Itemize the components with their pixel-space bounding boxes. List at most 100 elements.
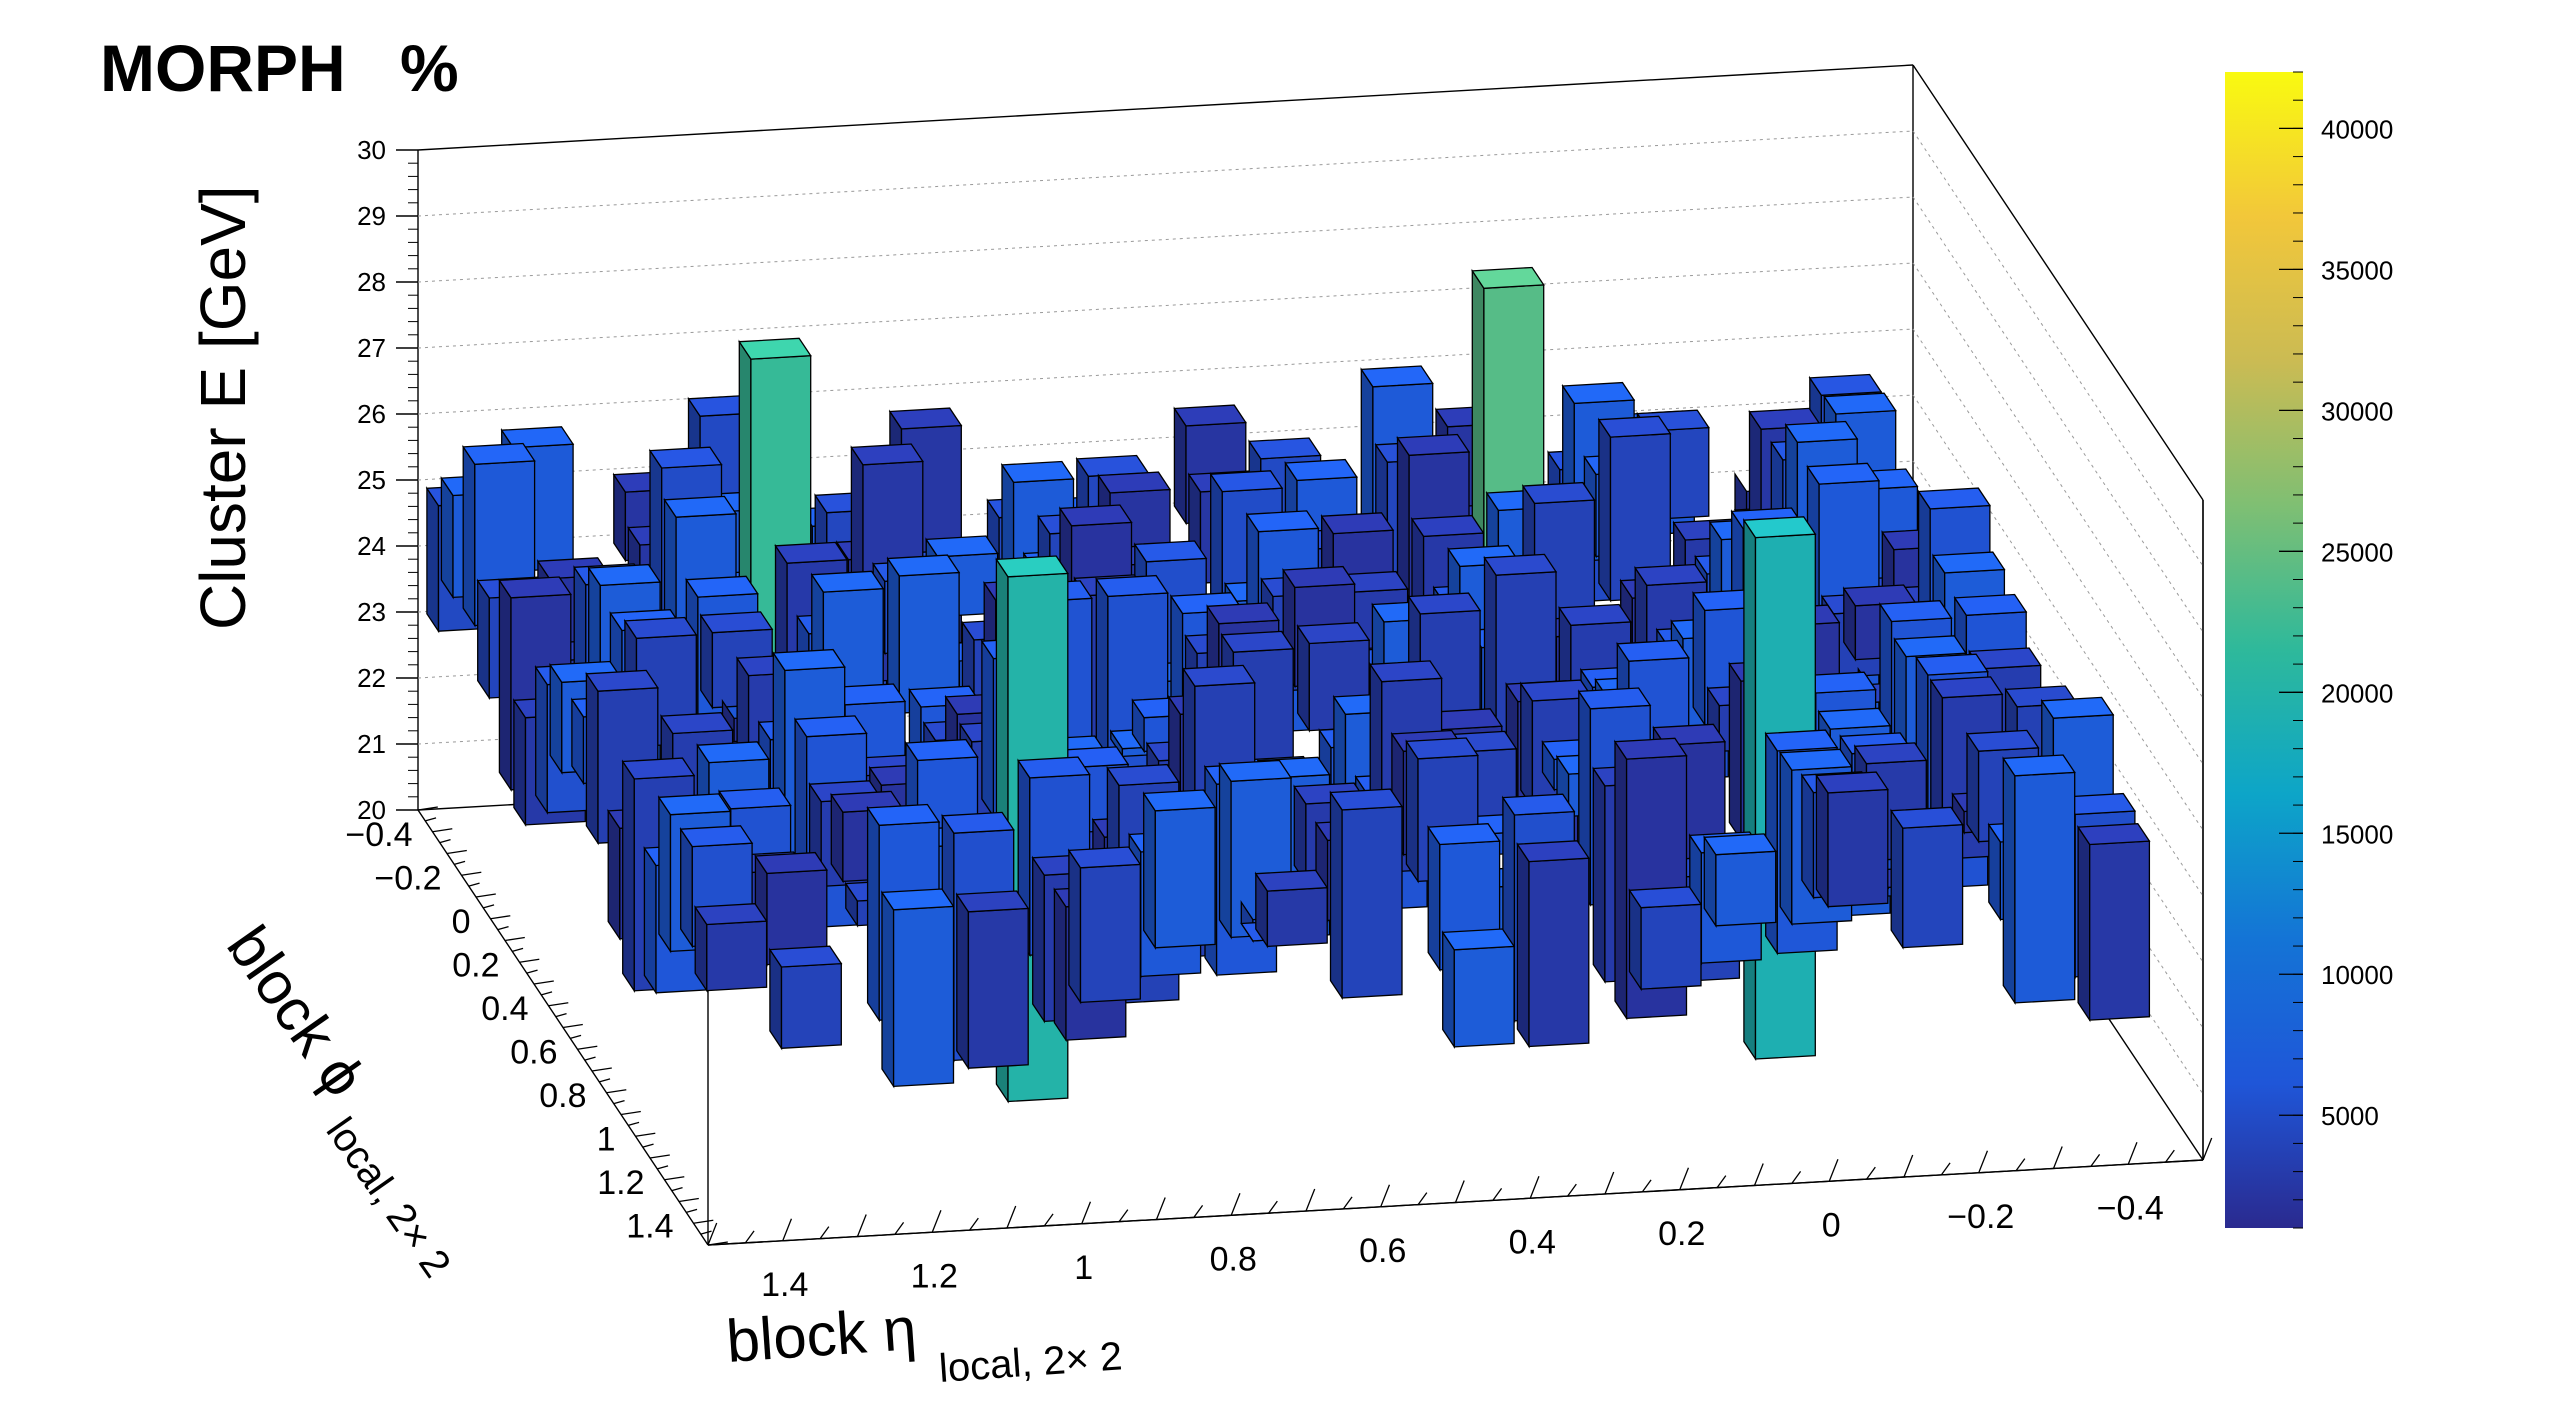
bar-side-face (1442, 930, 1455, 1050)
bar-side-face (1592, 766, 1606, 985)
bar-top-face (1501, 793, 1576, 816)
lego-bar (955, 890, 1030, 1071)
x-tick-label: −0.2 (1947, 1198, 2014, 1236)
bar-front-face (1453, 945, 1515, 1048)
bar-top-face (1209, 470, 1284, 493)
bar-top-face (1521, 481, 1596, 505)
bar-top-face (1815, 771, 1889, 794)
bar-front-face (2014, 771, 2076, 1004)
bar-top-face (1142, 789, 1217, 812)
lego-bar (694, 903, 768, 993)
bar-top-face (2040, 696, 2115, 719)
bar-top-face (1248, 437, 1322, 460)
bar-top-face (1742, 516, 1817, 539)
bar-top-face (1058, 504, 1133, 527)
x-axis-label-main: block η (724, 1295, 918, 1375)
bar-front-face (1640, 903, 1702, 990)
bar-side-face (1815, 773, 1829, 909)
lego-bar (768, 945, 843, 1051)
color-scale-tick-label: 40000 (2321, 114, 2393, 144)
bar-side-face (1743, 518, 1757, 1062)
z-tick-label: 29 (357, 201, 386, 231)
bar-top-face (1106, 763, 1180, 787)
bar-top-face (904, 738, 979, 762)
bar-top-face (768, 945, 843, 968)
bar-top-face (1427, 823, 1501, 846)
lego-bar (886, 554, 961, 716)
bar-front-face (1079, 863, 1141, 1004)
bar-side-face (585, 671, 599, 846)
y-axis-label-subscript: local, 2× 2 (318, 1110, 459, 1286)
lego-bar (1815, 771, 1889, 909)
bar-top-face (498, 576, 572, 599)
z-tick-label: 22 (357, 663, 386, 693)
y-tick-label: 1 (597, 1120, 616, 1158)
bar-top-face (2002, 754, 2076, 777)
bar-side-face (535, 665, 548, 815)
bar-top-face (1000, 460, 1075, 483)
bar-side-face (1520, 681, 1534, 810)
bar-top-face (1282, 565, 1356, 589)
z-tick-label: 21 (357, 729, 386, 759)
bar-top-face (793, 715, 868, 738)
z-tick-label: 27 (357, 333, 386, 363)
bar-top-face (810, 570, 885, 593)
bar-side-face (643, 845, 657, 995)
x-tick-label: 0.4 (1509, 1223, 1556, 1261)
bar-top-face (880, 888, 955, 911)
y-tick-label: −0.4 (345, 816, 412, 854)
color-scale-gradient (2225, 72, 2303, 1228)
bar-top-face (1396, 433, 1471, 456)
bar-front-face (1827, 788, 1889, 908)
bar-top-face (621, 757, 696, 780)
bar-top-face (1558, 603, 1632, 626)
color-scale-labels: 5000 10000 15000 20000 25000 30000 35000 40000 (2321, 114, 2393, 1131)
bar-front-face (706, 920, 768, 992)
bar-side-face (513, 698, 527, 828)
bar-top-face (1561, 381, 1636, 405)
bar-front-face (967, 907, 1029, 1069)
bar-top-face (995, 555, 1069, 578)
x-tick-label: 1.2 (911, 1257, 958, 1295)
bar-top-face (1634, 563, 1708, 586)
bar-top-face (648, 446, 723, 469)
color-scale-tick-label: 20000 (2321, 678, 2393, 708)
bar-top-face (663, 495, 738, 518)
x-axis-tick-labels: 1.4 1.2 1 0.8 0.6 0.4 0.2 0 −0.2 −0.4 (761, 1189, 2164, 1304)
z-axis-label: Cluster E [GeV] (187, 185, 259, 630)
bar-side-face (2002, 756, 2016, 1006)
bar-top-face (1516, 840, 1590, 863)
bar-top-face (1853, 742, 1928, 765)
bar-front-face (1902, 824, 1964, 949)
bar-top-face (886, 554, 961, 577)
lego-bar (1703, 833, 1777, 928)
bar-top-face (1965, 729, 2040, 752)
bar-side-face (2077, 824, 2091, 1023)
y-tick-label: 0.8 (539, 1077, 586, 1115)
z-tick-label: 28 (357, 267, 386, 297)
bar-top-face (1441, 928, 1516, 951)
x-tick-label: 1.4 (761, 1266, 808, 1304)
bar-side-face (881, 890, 895, 1089)
bar-top-face (623, 616, 698, 639)
bar-side-face (1032, 855, 1045, 1024)
bar-top-face (888, 407, 963, 430)
bar-side-face (1405, 739, 1419, 884)
bar-top-face (699, 611, 774, 634)
bar-top-face (718, 787, 792, 810)
lego-bar (1441, 928, 1516, 1050)
x-tick-label: 1 (1074, 1249, 1093, 1287)
bar-top-face (1360, 365, 1434, 388)
bar-top-face (754, 851, 828, 875)
bar-front-face (780, 962, 842, 1049)
color-scale-tick-label: 25000 (2321, 537, 2393, 567)
bar-top-face (1206, 602, 1280, 625)
bar-top-face (1878, 600, 1953, 623)
bar-top-face (1764, 729, 1839, 752)
y-axis-tick-labels: −0.4 −0.2 0 0.2 0.4 0.6 0.8 1 1.2 1.4 (345, 816, 673, 1246)
bar-top-face (1597, 415, 1672, 438)
bar-top-face (1817, 707, 1892, 730)
bar-side-face (1068, 848, 1082, 1005)
lego-bar (2002, 754, 2076, 1006)
